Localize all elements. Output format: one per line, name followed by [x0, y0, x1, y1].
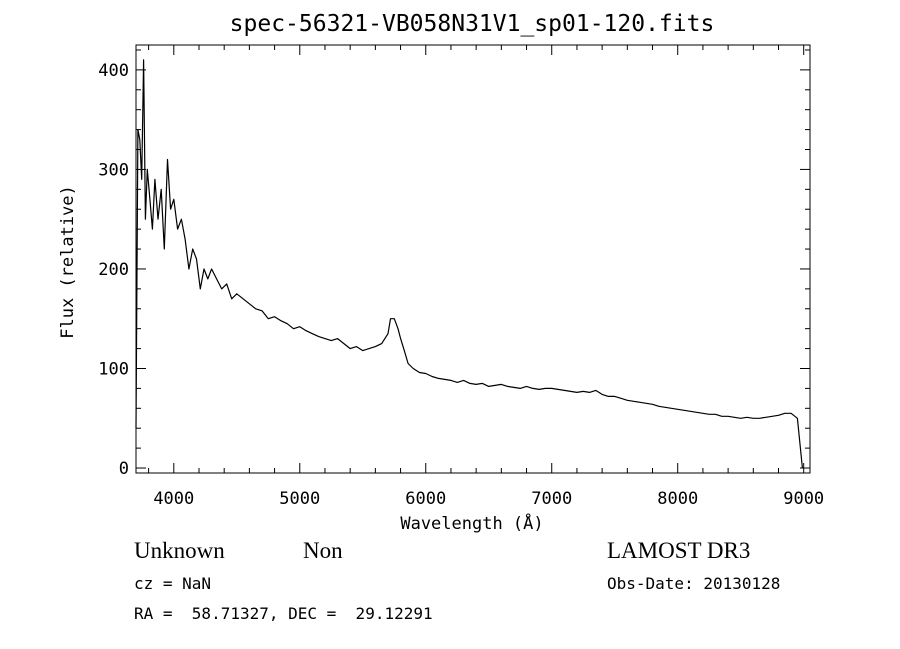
- x-tick-label: 9000: [783, 489, 824, 509]
- y-tick-label: 200: [98, 260, 129, 280]
- object-subclass: Non: [303, 538, 343, 563]
- redshift-cz: cz = NaN: [134, 574, 212, 593]
- object-class: Unknown: [134, 538, 225, 563]
- x-tick-label: 7000: [531, 489, 572, 509]
- spectrum-line: [135, 59, 803, 469]
- x-tick-label: 4000: [153, 489, 194, 509]
- x-axis-label: Wavelength (Å): [400, 512, 543, 534]
- x-axis: 4000 5000 6000 7000 8000 9000: [148, 45, 824, 509]
- y-axis-label: Flux (relative): [58, 185, 78, 339]
- chart-title: spec-56321-VB058N31V1_sp01-120.fits: [230, 11, 715, 37]
- obs-date: Obs-Date: 20130128: [607, 574, 781, 593]
- plot-border: [135, 44, 811, 474]
- y-tick-label: 100: [98, 359, 129, 379]
- y-axis: 0 100 200 300 400: [98, 49, 810, 479]
- y-tick-label: 400: [98, 61, 129, 81]
- x-tick-label: 8000: [657, 489, 698, 509]
- x-tick-label: 5000: [279, 489, 320, 509]
- survey-label: LAMOST DR3: [607, 538, 751, 563]
- y-tick-label: 300: [98, 160, 129, 180]
- ra-dec-coordinates: RA = 58.71327, DEC = 29.12291: [134, 604, 433, 623]
- y-tick-label: 0: [119, 459, 129, 479]
- plot-frame: [135, 44, 811, 474]
- x-tick-label: 6000: [405, 489, 446, 509]
